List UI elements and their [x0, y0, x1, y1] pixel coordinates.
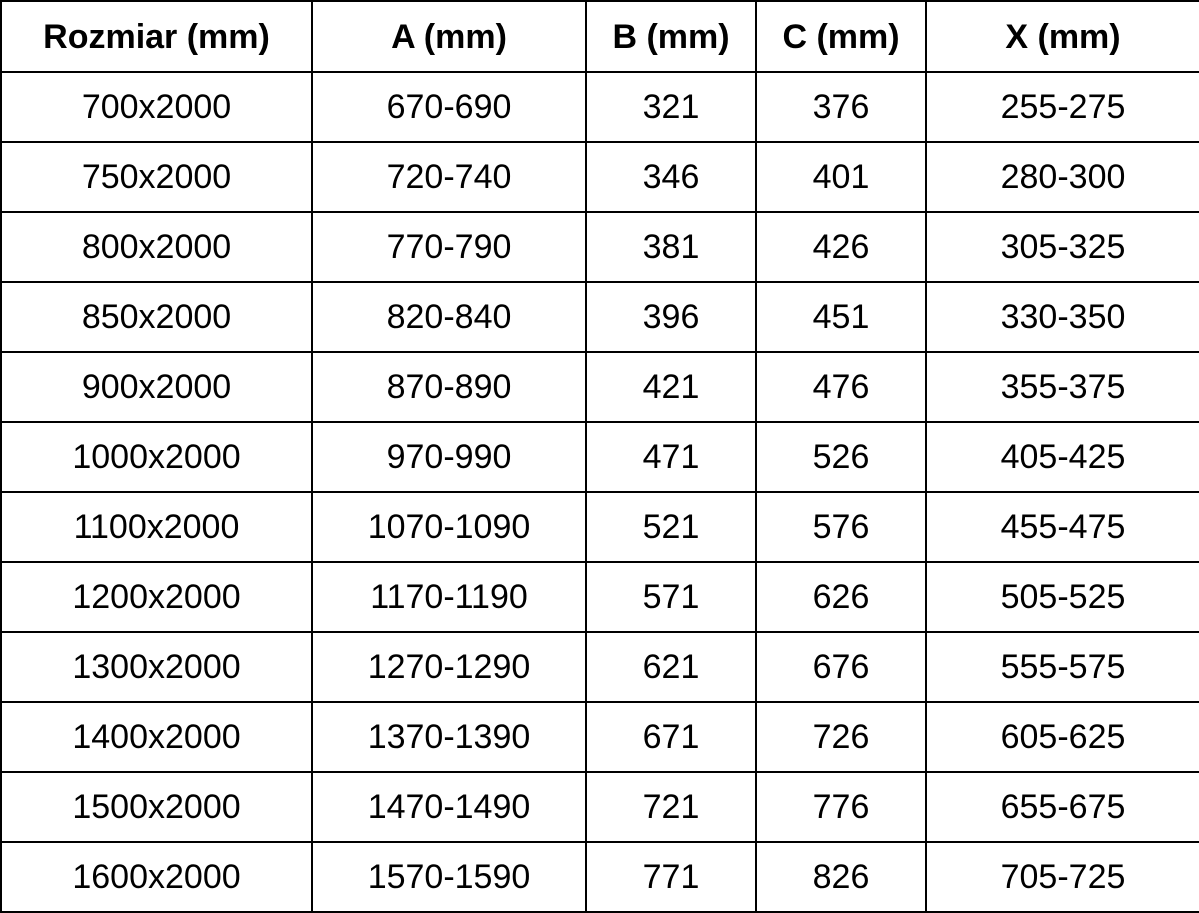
- table-cell: 526: [755, 421, 927, 493]
- table-row: 1600x2000 1570-1590 771 826 705-725: [0, 841, 1199, 913]
- table-cell: 1470-1490: [311, 771, 587, 843]
- column-header: X (mm): [925, 0, 1199, 73]
- table-cell: 405-425: [925, 421, 1199, 493]
- table-row: 900x2000 870-890 421 476 355-375: [0, 351, 1199, 423]
- table-cell: 1100x2000: [0, 491, 313, 563]
- table-row: 850x2000 820-840 396 451 330-350: [0, 281, 1199, 353]
- table-cell: 255-275: [925, 71, 1199, 143]
- table-cell: 655-675: [925, 771, 1199, 843]
- column-header: B (mm): [585, 0, 757, 73]
- table-cell: 451: [755, 281, 927, 353]
- table-cell: 1500x2000: [0, 771, 313, 843]
- table-body: 700x2000 670-690 321 376 255-275 750x2000 720-…: [0, 71, 1199, 913]
- table-cell: 1200x2000: [0, 561, 313, 633]
- table-cell: 726: [755, 701, 927, 773]
- table-cell: 800x2000: [0, 211, 313, 283]
- table-cell: 305-325: [925, 211, 1199, 283]
- table-cell: 1400x2000: [0, 701, 313, 773]
- table-row: 800x2000 770-790 381 426 305-325: [0, 211, 1199, 283]
- table-cell: 771: [585, 841, 757, 913]
- table-cell: 721: [585, 771, 757, 843]
- table-cell: 1600x2000: [0, 841, 313, 913]
- table-cell: 376: [755, 71, 927, 143]
- table-cell: 770-790: [311, 211, 587, 283]
- table-cell: 471: [585, 421, 757, 493]
- table-cell: 676: [755, 631, 927, 703]
- table-cell: 1570-1590: [311, 841, 587, 913]
- table-row: 700x2000 670-690 321 376 255-275: [0, 71, 1199, 143]
- table-cell: 1070-1090: [311, 491, 587, 563]
- table-cell: 970-990: [311, 421, 587, 493]
- table-cell: 1300x2000: [0, 631, 313, 703]
- table-cell: 505-525: [925, 561, 1199, 633]
- table-cell: 870-890: [311, 351, 587, 423]
- table-cell: 421: [585, 351, 757, 423]
- table-cell: 401: [755, 141, 927, 213]
- table-row: 1200x2000 1170-1190 571 626 505-525: [0, 561, 1199, 633]
- table-row: 1400x2000 1370-1390 671 726 605-625: [0, 701, 1199, 773]
- table-cell: 750x2000: [0, 141, 313, 213]
- table-cell: 671: [585, 701, 757, 773]
- table-cell: 396: [585, 281, 757, 353]
- table-row: 1500x2000 1470-1490 721 776 655-675: [0, 771, 1199, 843]
- table-cell: 1000x2000: [0, 421, 313, 493]
- table-cell: 381: [585, 211, 757, 283]
- table-cell: 720-740: [311, 141, 587, 213]
- table-cell: 1370-1390: [311, 701, 587, 773]
- table-cell: 670-690: [311, 71, 587, 143]
- table-cell: 621: [585, 631, 757, 703]
- table-cell: 820-840: [311, 281, 587, 353]
- table-cell: 555-575: [925, 631, 1199, 703]
- table-cell: 330-350: [925, 281, 1199, 353]
- table-row: 1300x2000 1270-1290 621 676 555-575: [0, 631, 1199, 703]
- table-row: 1000x2000 970-990 471 526 405-425: [0, 421, 1199, 493]
- column-header: A (mm): [311, 0, 587, 73]
- table-cell: 705-725: [925, 841, 1199, 913]
- table-cell: 426: [755, 211, 927, 283]
- table-cell: 355-375: [925, 351, 1199, 423]
- table-cell: 476: [755, 351, 927, 423]
- table-row: 750x2000 720-740 346 401 280-300: [0, 141, 1199, 213]
- table-cell: 826: [755, 841, 927, 913]
- table-cell: 626: [755, 561, 927, 633]
- table-cell: 900x2000: [0, 351, 313, 423]
- table-cell: 521: [585, 491, 757, 563]
- table-cell: 700x2000: [0, 71, 313, 143]
- table-cell: 776: [755, 771, 927, 843]
- header-row: Rozmiar (mm) A (mm) B (mm) C (mm) X (mm): [0, 0, 1199, 73]
- table-cell: 1170-1190: [311, 561, 587, 633]
- table-cell: 280-300: [925, 141, 1199, 213]
- table-cell: 605-625: [925, 701, 1199, 773]
- table-cell: 321: [585, 71, 757, 143]
- table-cell: 1270-1290: [311, 631, 587, 703]
- table-cell: 346: [585, 141, 757, 213]
- table-cell: 455-475: [925, 491, 1199, 563]
- column-header: C (mm): [755, 0, 927, 73]
- table-row: 1100x2000 1070-1090 521 576 455-475: [0, 491, 1199, 563]
- table-cell: 850x2000: [0, 281, 313, 353]
- column-header: Rozmiar (mm): [0, 0, 313, 73]
- table-cell: 576: [755, 491, 927, 563]
- table-cell: 571: [585, 561, 757, 633]
